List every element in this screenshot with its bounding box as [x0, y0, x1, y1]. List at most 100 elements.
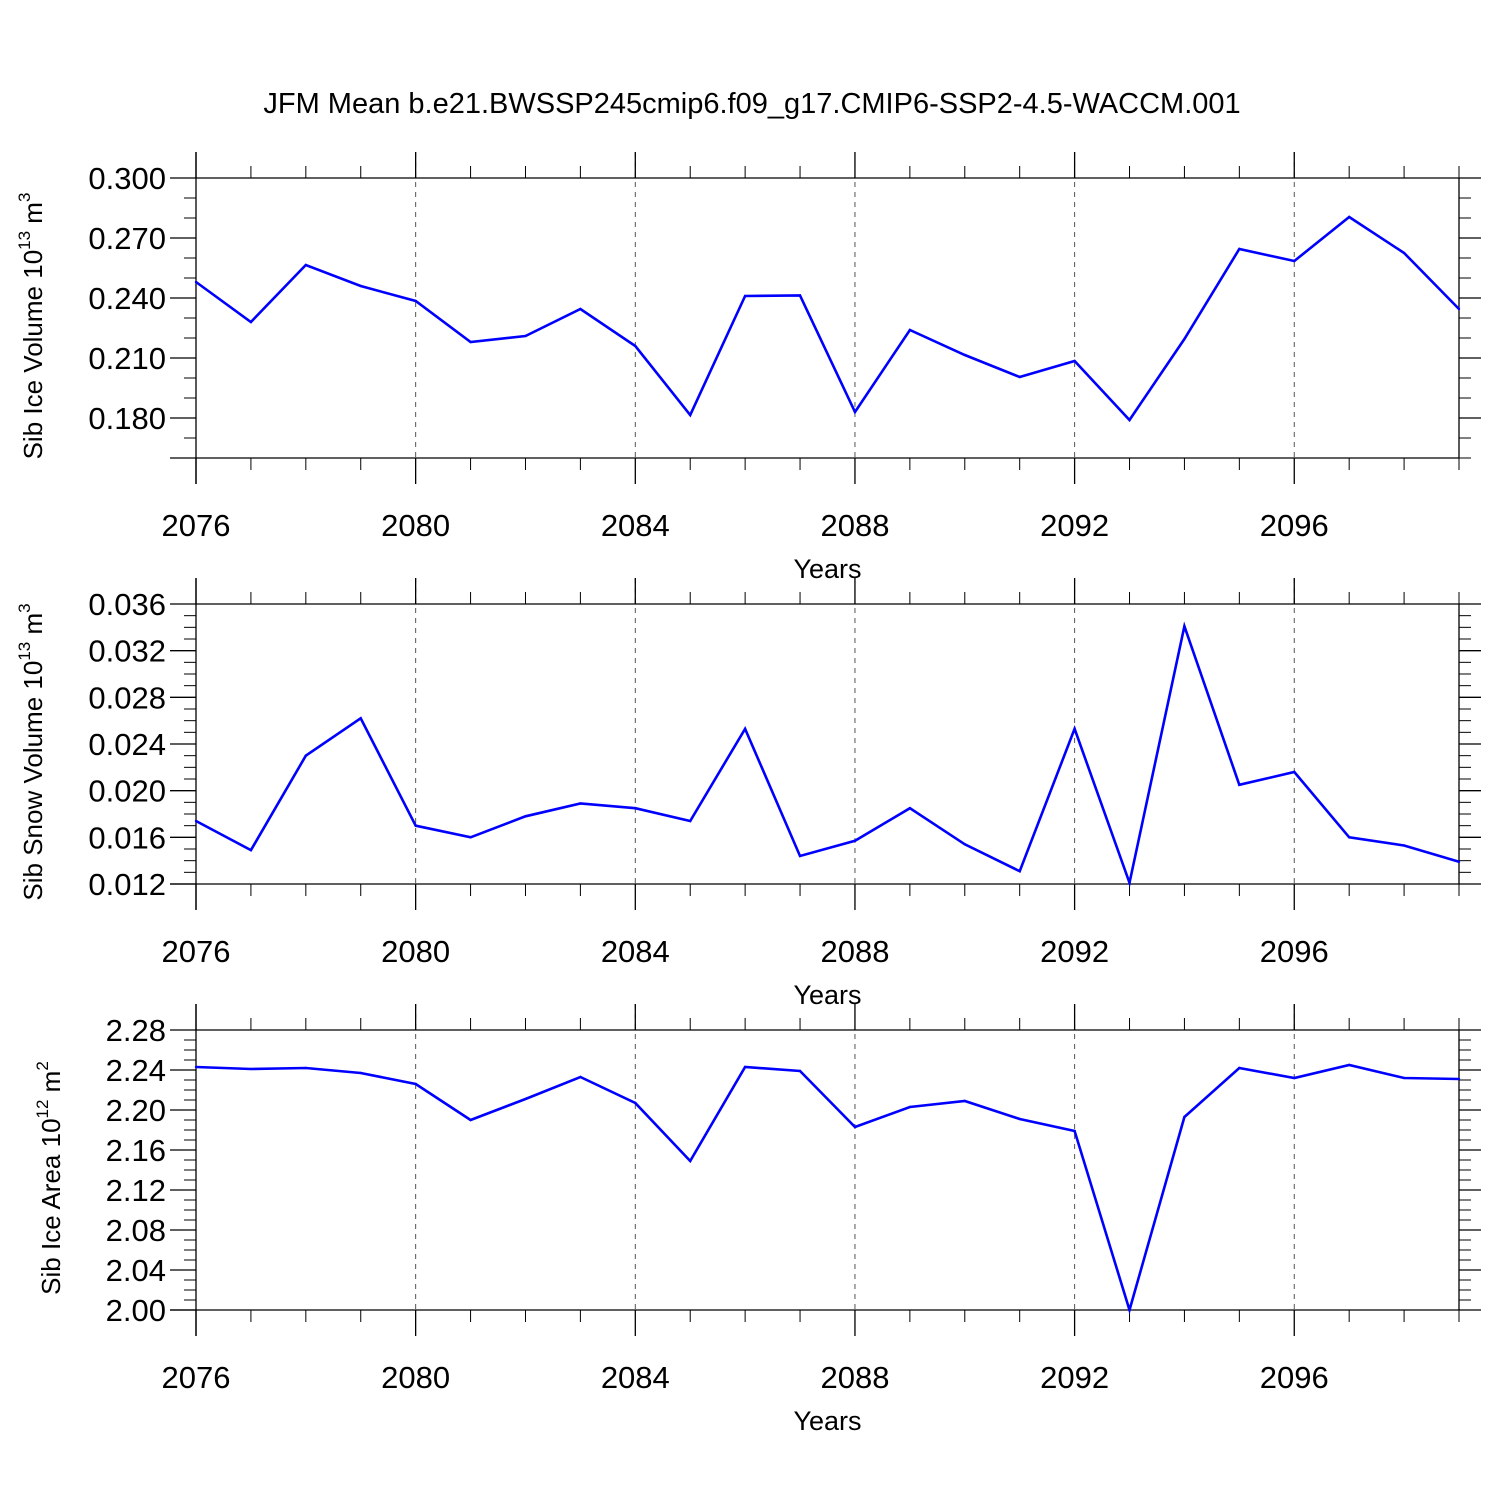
data-point — [1347, 1063, 1351, 1067]
data-point — [1457, 307, 1461, 311]
data-point — [1238, 1066, 1241, 1070]
data-point — [1457, 1077, 1461, 1081]
y-tick-label: 0.270 — [88, 221, 166, 256]
data-point — [414, 299, 417, 303]
x-tick-label: 2088 — [820, 934, 889, 969]
data-point — [853, 1125, 857, 1129]
series-line — [195, 1063, 1460, 1315]
y-tick-label: 2.00 — [106, 1293, 166, 1328]
x-tick-label: 2096 — [1260, 508, 1329, 543]
y-tick-label: 2.24 — [106, 1053, 166, 1088]
data-point — [194, 819, 198, 823]
data-point — [249, 320, 253, 324]
data-point — [1293, 259, 1296, 263]
series-line — [195, 215, 1460, 423]
panel-ice-area: 2.00 2.04 2.08 2.12 2.16 2.20 2.24 2.28 2076 2080… — [33, 1004, 1481, 1436]
y-tick-label: 0.028 — [88, 680, 166, 715]
panel-snow-volume: 0.012 0.016 0.020 0.024 0.028 0.032 0.036 2076 2… — [15, 578, 1481, 1010]
x-tick-label: 2076 — [162, 1360, 231, 1395]
data-point — [743, 727, 747, 731]
x-tick-label: 2080 — [381, 1360, 450, 1395]
data-point — [249, 848, 253, 852]
x-axis-label: Years — [793, 1406, 861, 1436]
x-tick-label: 2080 — [381, 934, 450, 969]
data-point — [963, 843, 966, 846]
y-tick-label: 0.012 — [88, 867, 166, 902]
y-tick-label: 0.180 — [88, 401, 166, 436]
y-tick-label: 2.20 — [106, 1093, 166, 1128]
x-tick-label: 2080 — [381, 508, 450, 543]
y-tick-label: 0.020 — [88, 774, 166, 809]
y-axis-label: Sib Ice Volume 1013 m3 — [15, 193, 48, 460]
data-point — [1347, 836, 1351, 839]
data-point — [743, 294, 747, 298]
data-point — [1238, 247, 1241, 251]
data-point — [1018, 1117, 1021, 1121]
data-point — [1018, 869, 1021, 873]
data-point — [579, 802, 582, 805]
data-point — [359, 717, 362, 720]
data-point — [798, 854, 802, 858]
x-tick-label: 2088 — [820, 508, 889, 543]
data-point — [469, 340, 472, 344]
data-point — [414, 1082, 417, 1086]
data-point — [689, 1159, 692, 1163]
figure-title: JFM Mean b.e21.BWSSP245cmip6.f09_g17.CMI… — [263, 88, 1240, 120]
y-tick-label: 0.036 — [88, 587, 166, 622]
data-point — [963, 353, 966, 357]
data-point — [634, 806, 637, 810]
data-point — [1293, 770, 1296, 774]
x-axis-label: Years — [793, 980, 861, 1010]
panel-ice-volume: 0.180 0.210 0.240 0.270 0.300 2076 2080 2084 208… — [15, 152, 1481, 584]
x-tick-label: 2084 — [601, 934, 670, 969]
data-point — [304, 263, 308, 267]
data-point — [1457, 860, 1461, 864]
data-point — [1073, 1129, 1076, 1133]
data-point — [853, 839, 857, 843]
x-tick-label: 2092 — [1040, 508, 1109, 543]
data-point — [1128, 1308, 1131, 1312]
data-point — [1183, 337, 1186, 341]
y-tick-label: 2.12 — [106, 1173, 166, 1208]
data-point — [524, 815, 527, 818]
data-point — [743, 1065, 747, 1069]
y-axis-label: Sib Ice Area 1012 m2 — [33, 1061, 66, 1295]
data-point — [1073, 727, 1076, 731]
y-tick-label: 0.032 — [88, 634, 166, 669]
x-tick-label: 2096 — [1260, 934, 1329, 969]
data-point — [359, 1071, 362, 1075]
data-point — [908, 328, 912, 332]
data-point — [908, 1105, 912, 1109]
data-point — [908, 806, 912, 810]
data-point — [963, 1099, 966, 1103]
y-tick-label: 0.210 — [88, 341, 166, 376]
data-point — [194, 280, 198, 284]
data-point — [1128, 881, 1131, 885]
data-point — [1183, 1115, 1186, 1119]
x-tick-label: 2096 — [1260, 1360, 1329, 1395]
x-axis-label: Years — [793, 554, 861, 584]
data-point — [579, 307, 582, 311]
data-point — [524, 1097, 527, 1101]
y-tick-label: 0.024 — [88, 727, 166, 762]
x-tick-label: 2084 — [601, 508, 670, 543]
data-point — [1128, 418, 1131, 422]
data-point — [798, 294, 802, 297]
y-tick-label: 2.08 — [106, 1213, 166, 1248]
x-tick-label: 2076 — [162, 934, 231, 969]
x-tick-label: 2076 — [162, 508, 231, 543]
data-point — [1073, 359, 1076, 363]
data-point — [689, 413, 692, 417]
data-point — [249, 1067, 253, 1071]
data-point — [1402, 844, 1406, 847]
data-point — [1238, 783, 1241, 787]
series-line — [195, 621, 1460, 888]
y-tick-label: 0.240 — [88, 281, 166, 316]
y-tick-label: 2.16 — [106, 1133, 166, 1168]
data-point — [524, 334, 527, 338]
data-point — [798, 1069, 802, 1073]
data-point — [634, 1101, 637, 1105]
data-point — [1402, 251, 1406, 255]
y-tick-label: 2.04 — [106, 1253, 166, 1288]
data-point — [689, 819, 692, 823]
